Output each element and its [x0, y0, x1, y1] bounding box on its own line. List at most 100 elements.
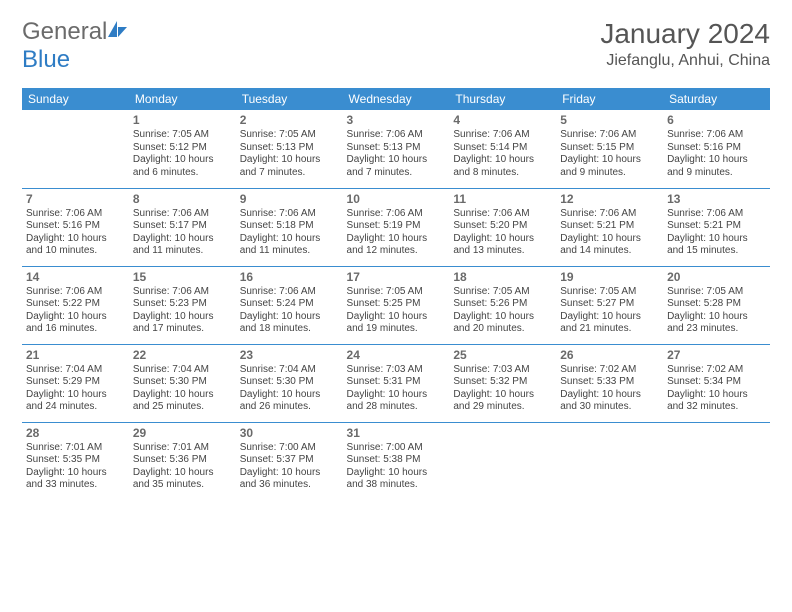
- daylight-text: and 19 minutes.: [347, 323, 446, 336]
- dayname-sat: Saturday: [663, 88, 770, 110]
- dayname-tue: Tuesday: [236, 88, 343, 110]
- day-cell: 9Sunrise: 7:06 AMSunset: 5:18 PMDaylight…: [236, 188, 343, 266]
- daylight-text: and 18 minutes.: [240, 323, 339, 336]
- calendar-body: 1Sunrise: 7:05 AMSunset: 5:12 PMDaylight…: [22, 110, 770, 500]
- sunrise-text: Sunrise: 7:04 AM: [133, 364, 232, 377]
- day-header-row: Sunday Monday Tuesday Wednesday Thursday…: [22, 88, 770, 110]
- week-row: 7Sunrise: 7:06 AMSunset: 5:16 PMDaylight…: [22, 188, 770, 266]
- day-cell: 3Sunrise: 7:06 AMSunset: 5:13 PMDaylight…: [343, 110, 450, 188]
- sunset-text: Sunset: 5:30 PM: [240, 376, 339, 389]
- daylight-text: Daylight: 10 hours: [26, 389, 125, 402]
- sunset-text: Sunset: 5:13 PM: [240, 142, 339, 155]
- sunset-text: Sunset: 5:20 PM: [453, 220, 552, 233]
- sunset-text: Sunset: 5:14 PM: [453, 142, 552, 155]
- sunrise-text: Sunrise: 7:03 AM: [347, 364, 446, 377]
- sunrise-text: Sunrise: 7:05 AM: [560, 286, 659, 299]
- day-cell: [556, 422, 663, 500]
- sunset-text: Sunset: 5:23 PM: [133, 298, 232, 311]
- day-number: 17: [347, 270, 446, 285]
- day-cell: 25Sunrise: 7:03 AMSunset: 5:32 PMDayligh…: [449, 344, 556, 422]
- sunrise-text: Sunrise: 7:05 AM: [667, 286, 766, 299]
- sunrise-text: Sunrise: 7:05 AM: [240, 129, 339, 142]
- sunset-text: Sunset: 5:26 PM: [453, 298, 552, 311]
- sunrise-text: Sunrise: 7:06 AM: [560, 208, 659, 221]
- day-cell: 1Sunrise: 7:05 AMSunset: 5:12 PMDaylight…: [129, 110, 236, 188]
- daylight-text: and 32 minutes.: [667, 401, 766, 414]
- daylight-text: and 14 minutes.: [560, 245, 659, 258]
- daylight-text: and 28 minutes.: [347, 401, 446, 414]
- daylight-text: Daylight: 10 hours: [453, 311, 552, 324]
- day-number: 6: [667, 113, 766, 128]
- daylight-text: and 16 minutes.: [26, 323, 125, 336]
- sunrise-text: Sunrise: 7:06 AM: [453, 129, 552, 142]
- daylight-text: and 12 minutes.: [347, 245, 446, 258]
- day-number: 22: [133, 348, 232, 363]
- daylight-text: and 15 minutes.: [667, 245, 766, 258]
- daylight-text: and 6 minutes.: [133, 167, 232, 180]
- day-cell: [449, 422, 556, 500]
- day-cell: 4Sunrise: 7:06 AMSunset: 5:14 PMDaylight…: [449, 110, 556, 188]
- day-cell: 12Sunrise: 7:06 AMSunset: 5:21 PMDayligh…: [556, 188, 663, 266]
- day-number: 3: [347, 113, 446, 128]
- sunset-text: Sunset: 5:29 PM: [26, 376, 125, 389]
- daylight-text: Daylight: 10 hours: [347, 233, 446, 246]
- day-cell: 5Sunrise: 7:06 AMSunset: 5:15 PMDaylight…: [556, 110, 663, 188]
- sunrise-text: Sunrise: 7:06 AM: [667, 129, 766, 142]
- sunrise-text: Sunrise: 7:06 AM: [347, 208, 446, 221]
- sunrise-text: Sunrise: 7:06 AM: [560, 129, 659, 142]
- sunset-text: Sunset: 5:38 PM: [347, 454, 446, 467]
- sunset-text: Sunset: 5:21 PM: [667, 220, 766, 233]
- day-number: 10: [347, 192, 446, 207]
- title-block: January 2024 Jiefanglu, Anhui, China: [600, 18, 770, 70]
- daylight-text: and 25 minutes.: [133, 401, 232, 414]
- daylight-text: and 36 minutes.: [240, 479, 339, 492]
- day-cell: 24Sunrise: 7:03 AMSunset: 5:31 PMDayligh…: [343, 344, 450, 422]
- day-number: 7: [26, 192, 125, 207]
- daylight-text: and 8 minutes.: [453, 167, 552, 180]
- dayname-fri: Friday: [556, 88, 663, 110]
- daylight-text: Daylight: 10 hours: [667, 233, 766, 246]
- sunrise-text: Sunrise: 7:06 AM: [240, 286, 339, 299]
- day-cell: 16Sunrise: 7:06 AMSunset: 5:24 PMDayligh…: [236, 266, 343, 344]
- sunset-text: Sunset: 5:21 PM: [560, 220, 659, 233]
- sunset-text: Sunset: 5:13 PM: [347, 142, 446, 155]
- day-number: 11: [453, 192, 552, 207]
- daylight-text: Daylight: 10 hours: [240, 311, 339, 324]
- day-number: 25: [453, 348, 552, 363]
- daylight-text: Daylight: 10 hours: [240, 154, 339, 167]
- daylight-text: and 7 minutes.: [240, 167, 339, 180]
- sunset-text: Sunset: 5:27 PM: [560, 298, 659, 311]
- daylight-text: Daylight: 10 hours: [453, 389, 552, 402]
- sunset-text: Sunset: 5:36 PM: [133, 454, 232, 467]
- daylight-text: Daylight: 10 hours: [560, 389, 659, 402]
- day-cell: 15Sunrise: 7:06 AMSunset: 5:23 PMDayligh…: [129, 266, 236, 344]
- daylight-text: Daylight: 10 hours: [453, 233, 552, 246]
- sunset-text: Sunset: 5:12 PM: [133, 142, 232, 155]
- daylight-text: and 9 minutes.: [560, 167, 659, 180]
- day-number: 8: [133, 192, 232, 207]
- day-number: 28: [26, 426, 125, 441]
- sunset-text: Sunset: 5:19 PM: [347, 220, 446, 233]
- dayname-wed: Wednesday: [343, 88, 450, 110]
- day-cell: [22, 110, 129, 188]
- daylight-text: and 9 minutes.: [667, 167, 766, 180]
- daylight-text: and 11 minutes.: [133, 245, 232, 258]
- page-header: GeneralBlue January 2024 Jiefanglu, Anhu…: [22, 18, 770, 74]
- daylight-text: Daylight: 10 hours: [240, 233, 339, 246]
- sail-icon: [107, 18, 129, 46]
- sunrise-text: Sunrise: 7:06 AM: [133, 286, 232, 299]
- daylight-text: Daylight: 10 hours: [26, 311, 125, 324]
- brand-logo: GeneralBlue: [22, 18, 129, 74]
- day-number: 2: [240, 113, 339, 128]
- sunset-text: Sunset: 5:28 PM: [667, 298, 766, 311]
- sunrise-text: Sunrise: 7:04 AM: [240, 364, 339, 377]
- sunset-text: Sunset: 5:35 PM: [26, 454, 125, 467]
- daylight-text: and 7 minutes.: [347, 167, 446, 180]
- location-text: Jiefanglu, Anhui, China: [600, 52, 770, 70]
- sunset-text: Sunset: 5:37 PM: [240, 454, 339, 467]
- sunset-text: Sunset: 5:18 PM: [240, 220, 339, 233]
- week-row: 14Sunrise: 7:06 AMSunset: 5:22 PMDayligh…: [22, 266, 770, 344]
- day-number: 31: [347, 426, 446, 441]
- day-number: 29: [133, 426, 232, 441]
- dayname-mon: Monday: [129, 88, 236, 110]
